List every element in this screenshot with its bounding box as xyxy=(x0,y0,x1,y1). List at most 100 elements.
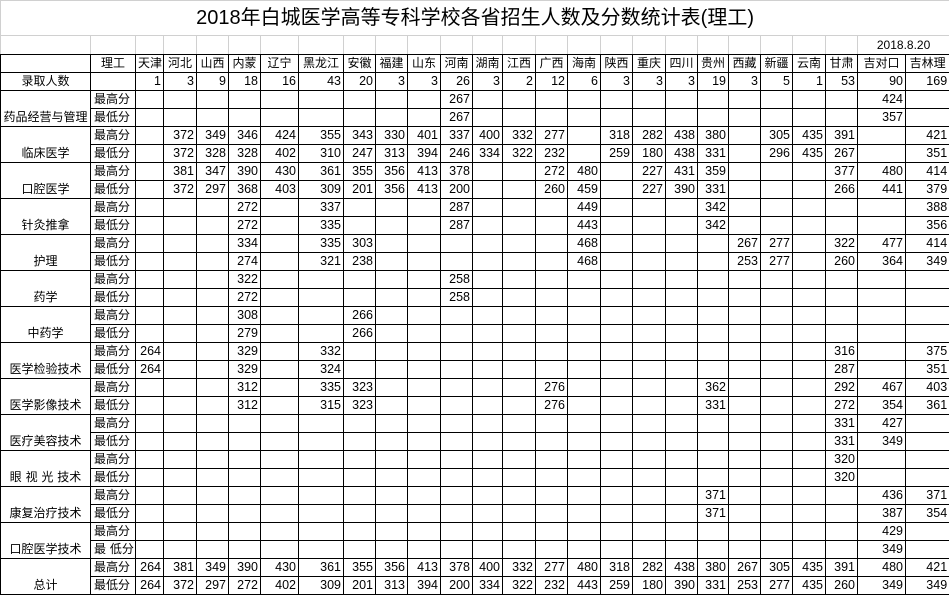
score-cell: 335 xyxy=(298,378,344,397)
score-cell: 362 xyxy=(697,378,729,397)
major-name: 药品经营与管理 xyxy=(0,90,91,127)
score-cell: 322 xyxy=(502,576,536,595)
score-cell xyxy=(728,540,761,559)
score-cell xyxy=(343,198,376,217)
score-cell xyxy=(665,90,698,109)
score-cell: 331 xyxy=(825,414,858,433)
score-cell xyxy=(728,198,761,217)
score-cell xyxy=(760,162,793,181)
score-type-label: 最低分 xyxy=(90,108,136,127)
score-cell xyxy=(298,306,344,325)
score-cell xyxy=(792,342,826,361)
score-cell xyxy=(163,252,197,271)
score-cell: 276 xyxy=(535,396,568,415)
score-cell xyxy=(904,450,949,469)
score-cell xyxy=(260,342,299,361)
score-cell: 287 xyxy=(440,216,473,235)
score-cell xyxy=(163,360,197,379)
score-cell: 232 xyxy=(535,144,568,163)
score-cell: 349 xyxy=(857,540,906,559)
empty-cell xyxy=(502,35,536,55)
empty-cell xyxy=(792,35,826,55)
score-cell xyxy=(260,108,299,127)
score-cell xyxy=(502,198,536,217)
score-cell xyxy=(857,360,906,379)
score-cell: 330 xyxy=(375,126,408,145)
score-cell xyxy=(600,252,633,271)
province-header: 山西 xyxy=(196,54,229,73)
score-cell xyxy=(196,216,229,235)
score-cell xyxy=(375,432,408,451)
score-cell xyxy=(600,396,633,415)
score-cell xyxy=(792,306,826,325)
score-cell xyxy=(665,252,698,271)
empty-cell xyxy=(298,35,344,55)
province-header: 福建 xyxy=(375,54,408,73)
score-cell: 260 xyxy=(825,576,858,595)
score-cell xyxy=(665,450,698,469)
score-cell: 334 xyxy=(472,576,503,595)
score-cell xyxy=(728,306,761,325)
score-cell xyxy=(196,252,229,271)
score-cell xyxy=(298,270,344,289)
score-cell: 351 xyxy=(904,360,949,379)
score-type-label: 最低分 xyxy=(90,360,136,379)
score-cell: 390 xyxy=(665,180,698,199)
score-cell xyxy=(567,126,601,145)
score-cell xyxy=(343,288,376,307)
enrollment-count: 6 xyxy=(567,72,601,91)
score-cell xyxy=(407,288,441,307)
score-cell xyxy=(632,522,666,541)
score-cell xyxy=(228,432,261,451)
enrollment-count: 90 xyxy=(857,72,906,91)
score-cell: 355 xyxy=(343,162,376,181)
score-cell: 337 xyxy=(440,126,473,145)
score-cell xyxy=(728,180,761,199)
score-cell: 322 xyxy=(825,234,858,253)
score-cell xyxy=(697,288,729,307)
score-cell xyxy=(600,288,633,307)
score-cell xyxy=(665,378,698,397)
score-cell xyxy=(135,522,164,541)
score-cell: 390 xyxy=(665,576,698,595)
enrollment-count: 2 xyxy=(502,72,536,91)
score-type-label: 最低分 xyxy=(90,216,136,235)
score-cell xyxy=(298,108,344,127)
table-row: 最低分 372 297 368 403 309 201 356 413 200 260 459 227 3… xyxy=(1,180,949,199)
score-cell xyxy=(407,396,441,415)
score-cell xyxy=(163,198,197,217)
score-cell xyxy=(792,108,826,127)
enrollment-count: 20 xyxy=(343,72,376,91)
enrollment-count: 26 xyxy=(440,72,473,91)
score-cell: 441 xyxy=(857,180,906,199)
table-row: 护理 最高分 334 335 303 468 267 277 322 477 414 xyxy=(0,234,949,271)
score-cell xyxy=(697,270,729,289)
score-cell: 309 xyxy=(298,180,344,199)
score-cell xyxy=(600,306,633,325)
score-cell xyxy=(472,396,503,415)
score-cell: 356 xyxy=(375,162,408,181)
score-cell: 443 xyxy=(567,216,601,235)
score-cell xyxy=(163,414,197,433)
empty-cell xyxy=(632,35,666,55)
table-row: 中药学 最高分 308 266 xyxy=(0,306,949,343)
score-cell: 180 xyxy=(632,144,666,163)
score-cell: 430 xyxy=(260,162,299,181)
score-cell xyxy=(298,450,344,469)
score-cell xyxy=(196,108,229,127)
score-cell: 394 xyxy=(407,144,441,163)
score-cell: 312 xyxy=(228,396,261,415)
score-cell xyxy=(825,324,858,343)
score-cell xyxy=(567,432,601,451)
empty-cell xyxy=(196,35,229,55)
score-cell xyxy=(632,306,666,325)
score-cell: 267 xyxy=(440,90,473,109)
score-cell xyxy=(196,522,229,541)
score-cell xyxy=(825,270,858,289)
score-cell xyxy=(440,504,473,523)
score-cell: 323 xyxy=(343,378,376,397)
score-cell xyxy=(760,180,793,199)
score-cell xyxy=(196,432,229,451)
score-cell xyxy=(343,90,376,109)
table-row: 康复治疗技术 最高分 371 436 371 xyxy=(0,486,949,523)
